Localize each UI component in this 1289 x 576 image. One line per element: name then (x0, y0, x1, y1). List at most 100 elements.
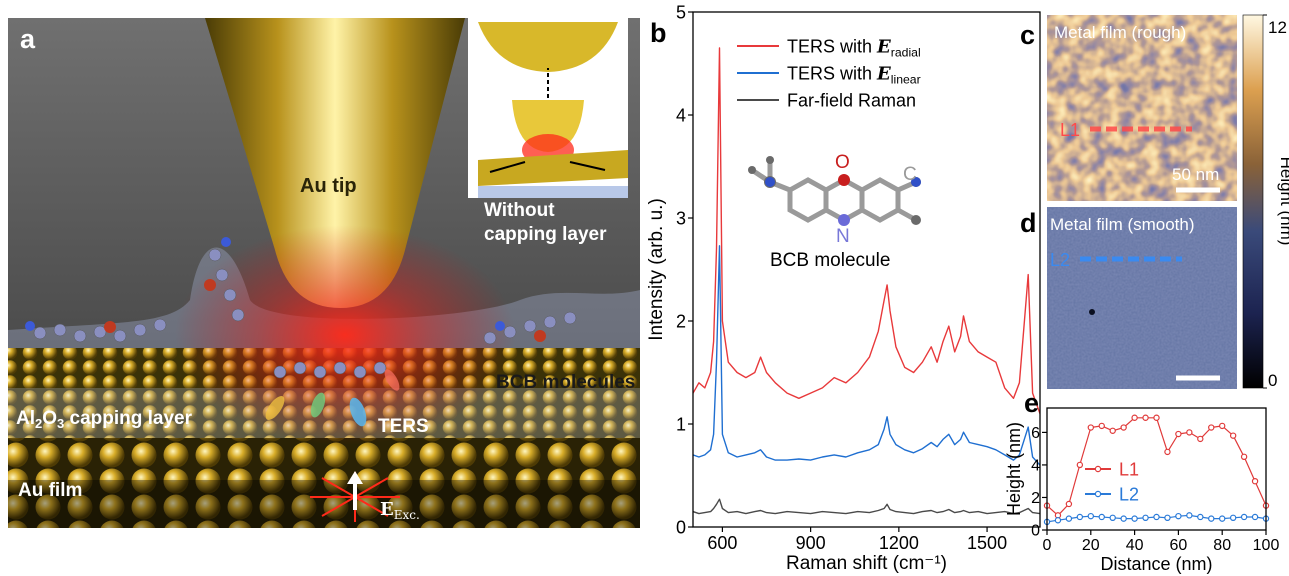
series-line (693, 246, 1040, 465)
marker (1132, 516, 1137, 521)
profile-label: L1 (1060, 120, 1080, 140)
figure: a Au tip Without capping layer BCB molec… (0, 0, 1289, 576)
legend-subscript: radial (891, 45, 921, 59)
capping-part: capping layer (64, 408, 192, 429)
field-glow (175, 225, 515, 445)
y-axis-label: Intensity (arb. u.) (646, 198, 667, 341)
marker (1143, 415, 1148, 420)
marker (1088, 425, 1093, 430)
panel-label: a (20, 24, 36, 54)
legend-symbol: E (876, 63, 891, 84)
x-tick-label: 1500 (967, 533, 1007, 553)
marker (1077, 514, 1082, 519)
atom-label: C (903, 164, 917, 185)
marker (1242, 454, 1247, 459)
marker (1198, 514, 1203, 519)
y-tick-label: 4 (1031, 458, 1040, 475)
legend-name: L2 (1119, 484, 1139, 504)
tip-label: Au tip (300, 175, 357, 197)
marker (1252, 479, 1257, 484)
legend-name: TERS with (787, 36, 872, 56)
panel-label: d (1020, 208, 1037, 238)
y-tick-label: 1 (676, 414, 686, 434)
field-subscript: Exc. (394, 508, 420, 522)
marker (1252, 514, 1257, 519)
marker (1176, 514, 1181, 519)
marker (1066, 516, 1071, 521)
y-axis-label: Height (nm) (1004, 422, 1024, 516)
x-axis-label: Distance (nm) (1100, 554, 1212, 574)
page: a Au tip Without capping layer BCB molec… (0, 0, 1289, 576)
capping-label: Al2O3 capping layer (16, 408, 193, 431)
x-tick-label: 80 (1213, 537, 1231, 554)
marker (1143, 515, 1148, 520)
field-symbol: E (380, 499, 394, 520)
legend-name: Far-field Raman (787, 90, 916, 110)
inset (468, 18, 628, 198)
marker (1055, 518, 1060, 523)
legend-marker (1095, 466, 1100, 471)
marker (1231, 433, 1236, 438)
marker (1066, 501, 1071, 506)
marker (1154, 514, 1159, 519)
film-shade (8, 480, 640, 528)
panel-a: a Au tip Without capping layer BCB molec… (8, 18, 640, 528)
y-tick-label: 6 (1031, 425, 1040, 442)
marker (1209, 425, 1214, 430)
legend-name: L1 (1119, 459, 1139, 479)
capping-sub: 3 (57, 416, 64, 431)
inset-label: capping layer (484, 224, 607, 245)
x-tick-label: 1200 (879, 533, 919, 553)
marker (1088, 514, 1093, 519)
marker (1231, 515, 1236, 520)
y-tick-label: 2 (676, 311, 686, 331)
colorbar (1243, 15, 1263, 388)
plot-frame (1047, 408, 1266, 530)
marker (1165, 515, 1170, 520)
capping-part: O (42, 408, 57, 429)
marker (1132, 415, 1137, 420)
profile-label: L2 (1050, 250, 1070, 270)
image-title: Metal film (rough) (1054, 23, 1186, 42)
y-tick-label: 4 (676, 105, 686, 125)
marker (1099, 514, 1104, 519)
marker (1187, 430, 1192, 435)
marker (1187, 513, 1192, 518)
afm-image-smooth (1047, 207, 1237, 389)
image-title: Metal film (smooth) (1050, 215, 1195, 234)
legend-label: TERS withElinear (787, 63, 921, 86)
x-tick-label: 20 (1082, 537, 1100, 554)
defect (1089, 309, 1095, 315)
molecules-label: BCB molecules (496, 372, 635, 393)
marker (1121, 425, 1126, 430)
legend-name: TERS with (787, 63, 872, 83)
legend-label: L2 (1119, 484, 1139, 504)
x-tick-label: 40 (1126, 537, 1144, 554)
marker (1121, 516, 1126, 521)
marker (1165, 449, 1170, 454)
y-tick-label: 5 (676, 2, 686, 22)
marker (1099, 423, 1104, 428)
x-tick-label: 60 (1170, 537, 1188, 554)
marker (1110, 515, 1115, 520)
panel-label: b (650, 18, 667, 48)
film-label: Au film (18, 480, 82, 501)
marker (1198, 436, 1203, 441)
y-tick-label: 0 (676, 517, 686, 537)
x-tick-label: 600 (707, 533, 737, 553)
y-tick-label: 3 (676, 208, 686, 228)
atom-label: N (836, 226, 850, 247)
marker (1154, 415, 1159, 420)
marker (1220, 516, 1225, 521)
marker (1077, 462, 1082, 467)
legend-subscript: linear (891, 72, 921, 86)
marker (1209, 516, 1214, 521)
colorbar-tick-label: 0 (1268, 371, 1277, 390)
series-line (693, 499, 1040, 513)
capping-part: Al (16, 408, 35, 429)
marker (1242, 514, 1247, 519)
ters-label: TERS (378, 416, 429, 437)
legend-label: L1 (1119, 459, 1139, 479)
